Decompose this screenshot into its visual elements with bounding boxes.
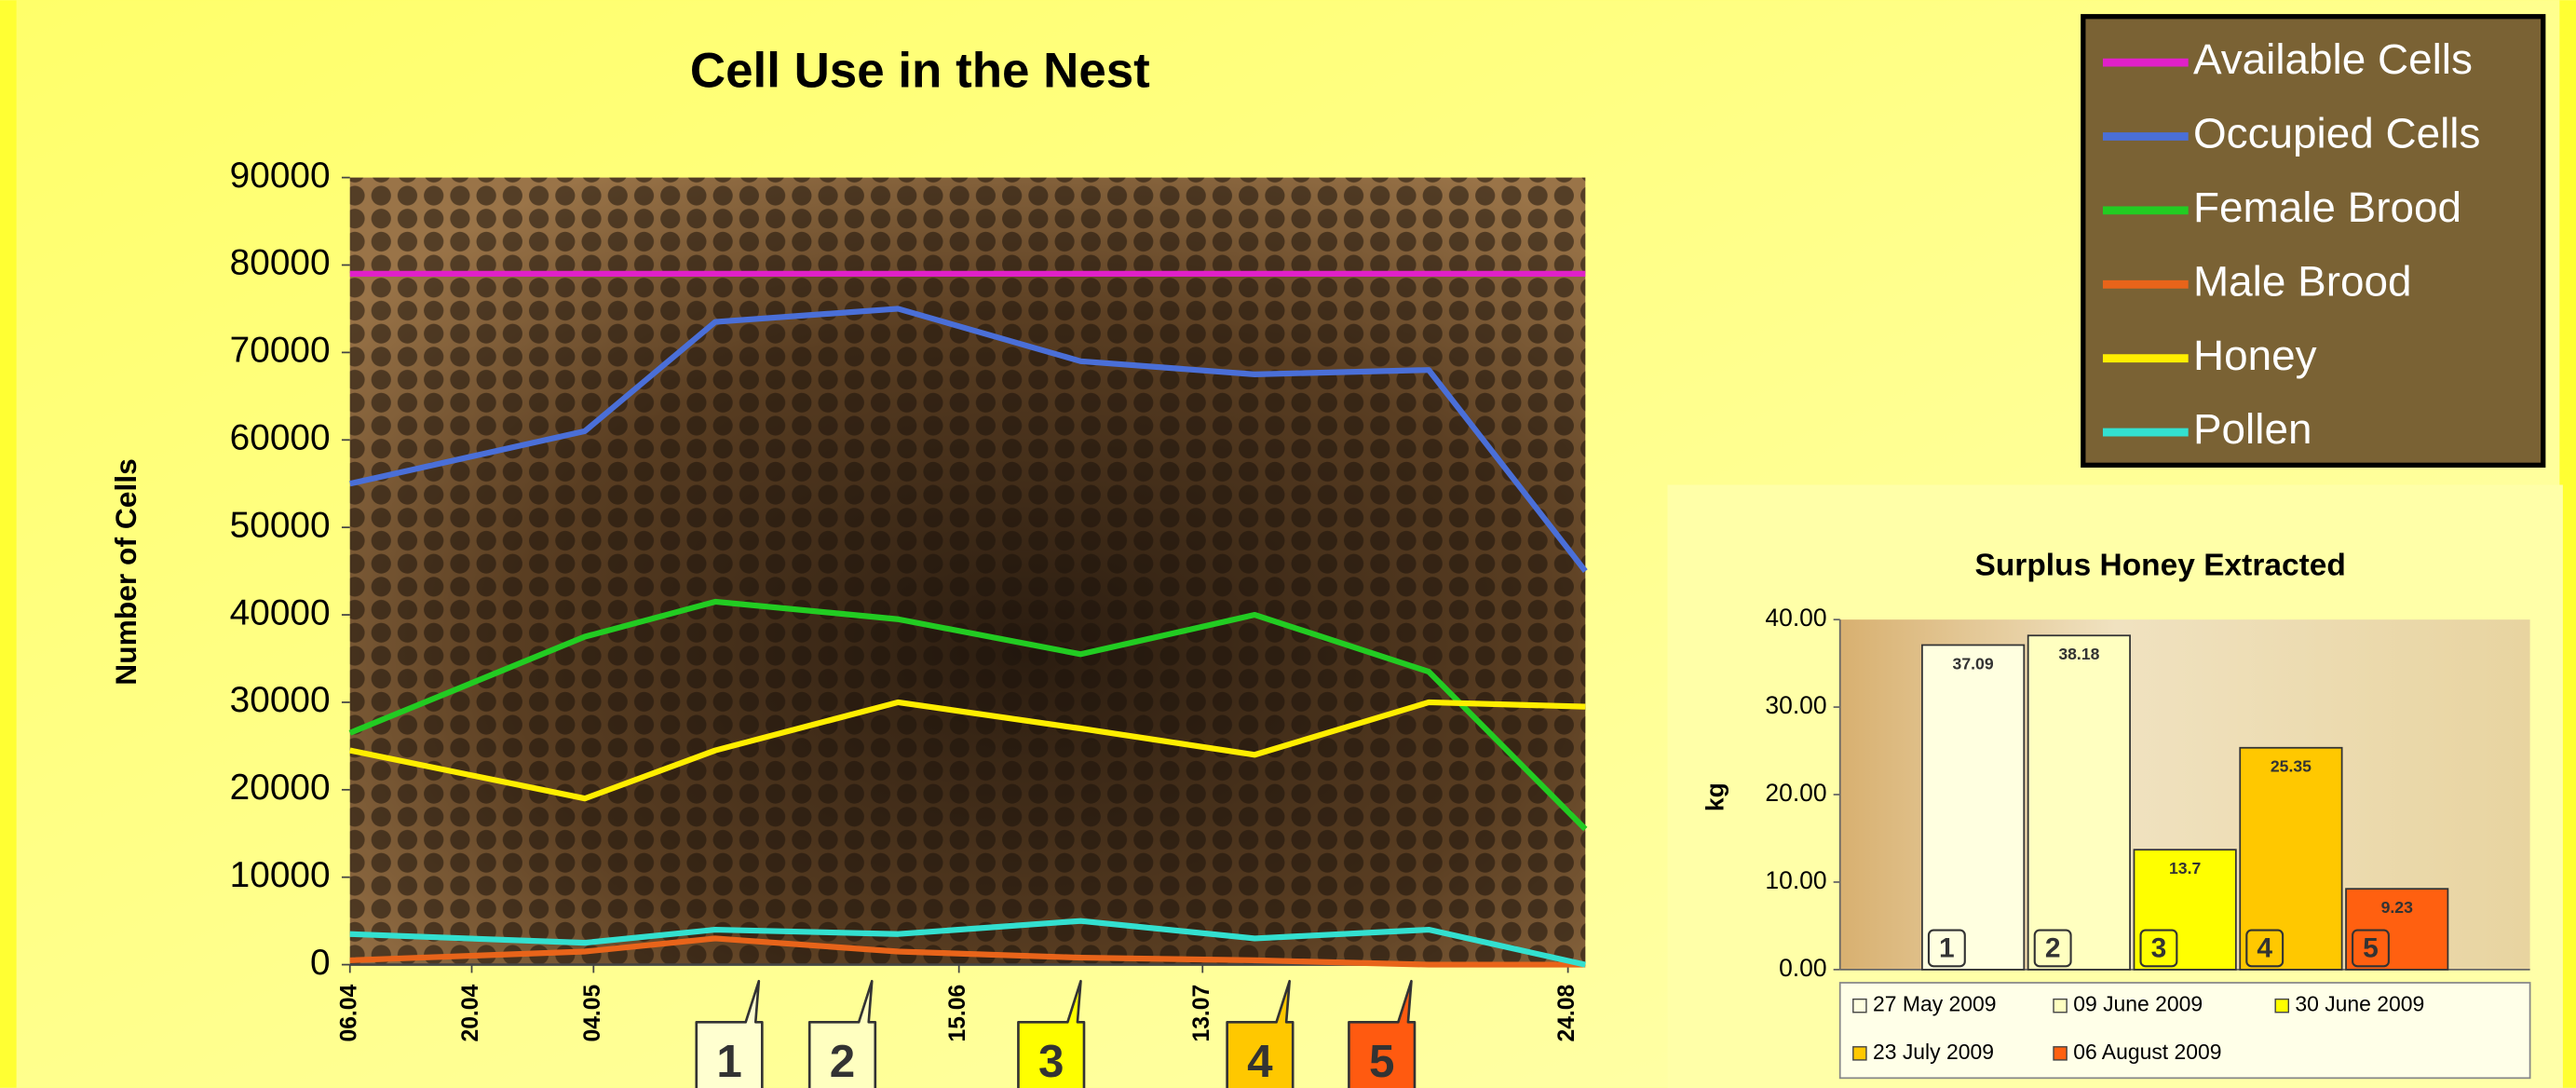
bar-marker: 4 — [2257, 933, 2272, 964]
legend-label: Occupied Cells — [2193, 109, 2480, 157]
bar-marker: 3 — [2151, 933, 2167, 964]
bar-y-tick-label: 20.00 — [1765, 779, 1826, 807]
legend-box — [2083, 17, 2543, 466]
legend-swatch — [2275, 1000, 2288, 1013]
y-tick-label: 90000 — [230, 156, 331, 196]
legend-label: 06 August 2009 — [2073, 1040, 2221, 1064]
bar-marker: 5 — [2363, 933, 2379, 964]
bar-value-label: 13.7 — [2169, 859, 2202, 877]
bar — [1922, 645, 2024, 969]
legend-label: Honey — [2193, 331, 2317, 379]
legend-label: Pollen — [2193, 404, 2312, 453]
x-tick-label: 15.06 — [945, 985, 970, 1042]
bar-y-tick-label: 10.00 — [1765, 866, 1826, 894]
callout-label: 2 — [830, 1036, 855, 1087]
bar-marker: 1 — [1939, 933, 1955, 964]
y-tick-label: 0 — [310, 943, 331, 983]
legend-label: Male Brood — [2193, 256, 2412, 305]
y-tick-label: 80000 — [230, 243, 331, 283]
y-tick-label: 70000 — [230, 331, 331, 371]
x-tick-label: 20.04 — [458, 984, 483, 1041]
bar-value-label: 37.09 — [1953, 654, 1994, 673]
x-tick-label: 06.04 — [336, 984, 361, 1041]
y-tick-label: 60000 — [230, 418, 331, 458]
legend-label: 23 July 2009 — [1873, 1040, 1994, 1064]
y-tick-label: 20000 — [230, 768, 331, 808]
legend-swatch — [1853, 1000, 1866, 1013]
legend-label: 27 May 2009 — [1873, 992, 1997, 1016]
y-tick-label: 40000 — [230, 592, 331, 632]
callout-label: 1 — [716, 1036, 741, 1087]
legend-label: 09 June 2009 — [2073, 992, 2203, 1016]
legend-swatch — [1853, 1047, 1866, 1060]
x-tick-label: 13.07 — [1189, 985, 1214, 1042]
y-tick-label: 50000 — [230, 505, 331, 545]
legend-swatch — [2054, 1000, 2067, 1013]
bar-y-axis-label: kg — [1701, 782, 1729, 811]
bar-y-tick-label: 30.00 — [1765, 691, 1826, 719]
x-tick-label: 04.05 — [580, 984, 605, 1041]
y-tick-label: 30000 — [230, 680, 331, 720]
plot-texture — [350, 178, 1586, 965]
bar-marker: 2 — [2045, 933, 2061, 964]
legend-swatch — [2054, 1047, 2067, 1060]
bar-value-label: 9.23 — [2381, 898, 2414, 917]
y-axis-label: Number of Cells — [109, 458, 142, 685]
chart-title: Cell Use in the Nest — [690, 43, 1150, 98]
y-tick-label: 10000 — [230, 855, 331, 895]
bar-y-tick-label: 40.00 — [1765, 604, 1826, 632]
legend-label: 30 June 2009 — [2295, 992, 2424, 1016]
callout-label: 3 — [1038, 1036, 1064, 1087]
bar-value-label: 38.18 — [2058, 645, 2099, 663]
x-tick-label: 24.08 — [1554, 985, 1579, 1042]
bar — [2028, 635, 2130, 970]
bar-value-label: 25.35 — [2271, 757, 2312, 776]
bar-title: Surplus Honey Extracted — [1975, 549, 2346, 583]
page: Cell Use in the Nest Number of Cells Sur… — [0, 0, 2576, 1088]
legend-label: Available Cells — [2193, 34, 2473, 83]
callout-label: 4 — [1247, 1036, 1273, 1087]
bar-y-tick-label: 0.00 — [1779, 954, 1826, 982]
callout-label: 5 — [1369, 1036, 1394, 1087]
chart: Cell Use in the Nest Number of Cells Sur… — [0, 0, 2576, 1088]
legend-label: Female Brood — [2193, 183, 2461, 231]
